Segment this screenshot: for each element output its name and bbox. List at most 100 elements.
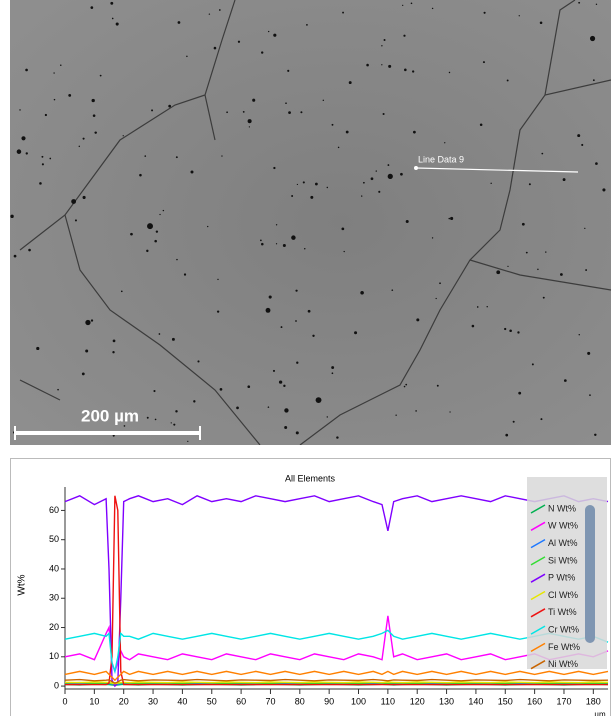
pore [284,408,289,413]
legend-swatch [530,642,546,653]
pore [448,217,451,220]
pore [403,385,406,388]
x-tick-label: 160 [527,696,542,706]
pore [90,6,94,9]
pore [589,35,596,42]
pore [560,273,563,276]
pore [112,351,115,354]
pore [594,433,597,437]
pore [175,156,178,159]
pore [53,72,55,74]
x-tick-label: 140 [468,696,483,706]
legend-label: P Wt% [548,573,575,583]
pore [431,7,434,10]
pore [248,126,250,128]
pore [57,388,59,391]
sem-image: Line Data 9 200 µm [10,0,611,445]
pore [326,186,329,189]
legend-scrollbar[interactable] [585,505,595,643]
pore [509,329,512,333]
pore [168,104,171,108]
pore [602,188,606,192]
pore [595,3,598,5]
pore [412,70,415,73]
legend-swatch [530,538,546,549]
pore [247,119,252,124]
pore [387,173,393,180]
series-line [64,678,609,684]
chart-title: All Elements [285,473,336,483]
pore [272,369,276,372]
pore [158,333,161,335]
pore [170,422,172,424]
pore [361,195,363,197]
pore [315,397,322,404]
pore [21,136,26,141]
grain-boundaries [19,0,611,445]
pore [273,33,277,37]
pore [578,334,580,336]
x-tick-label: 90 [324,696,334,706]
pore [41,155,44,158]
pores [10,1,606,443]
pore [78,145,80,148]
legend-label: N Wt% [548,503,576,513]
pore [252,98,256,102]
pore [585,269,588,271]
legend-swatch [530,556,546,566]
pore [562,178,566,181]
pore [273,166,276,170]
pore [531,363,534,366]
legend-swatch [530,625,546,635]
pore [354,331,358,335]
pore [90,319,94,322]
pore [190,170,194,174]
pore [123,425,126,427]
pore [387,164,390,166]
pore [91,98,95,103]
pore [439,282,441,285]
pore [284,426,288,429]
legend-swatch [530,608,546,618]
pore [261,51,264,54]
pore [280,326,283,329]
pore [41,163,44,166]
pore [595,162,598,165]
pore [322,99,325,102]
pore [307,309,311,313]
pore [173,423,176,426]
pore [295,431,299,435]
pore [326,416,328,418]
pore [306,24,308,26]
legend-label: W Wt% [548,521,578,531]
pore [476,306,479,308]
x-tick-label: 180 [586,696,601,706]
x-tick-label: 20 [119,696,129,706]
pore [312,334,315,337]
pore [99,74,102,77]
pore [512,420,515,423]
pore [331,372,334,375]
pore [412,130,416,134]
pore [525,251,528,254]
pore [213,46,217,50]
chart: All Elements Wt% µm 0 10 20 30 40 50 60 0 10 20 30… [10,458,611,716]
pore [405,383,408,386]
pore [146,416,149,419]
pore [400,172,403,176]
legend-label: Ti Wt% [548,607,577,617]
pore [115,22,119,26]
y-tick-label: 20 [49,622,59,632]
pore [71,199,77,204]
pore [331,366,335,369]
pore [388,64,392,68]
pore [300,111,303,114]
pore [540,418,543,421]
pore [226,111,228,114]
pore [331,123,334,126]
series-line [64,670,609,682]
pore [261,242,264,246]
pore [479,123,483,127]
pore [219,387,223,391]
legend-swatch [530,573,546,583]
